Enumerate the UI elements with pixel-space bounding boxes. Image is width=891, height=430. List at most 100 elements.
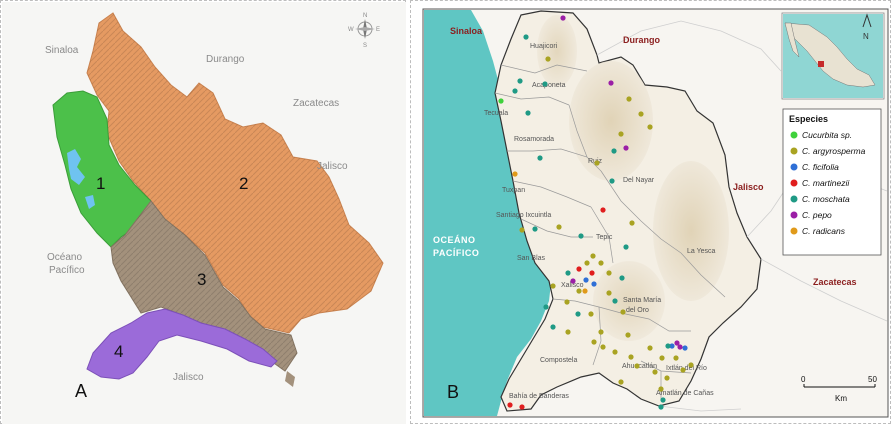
occurrence-point [576,266,582,272]
occurrence-point [629,220,635,226]
occurrence-point [550,283,556,289]
occurrence-point [647,345,653,351]
occurrence-point [673,355,679,361]
occurrence-point [680,367,686,373]
state-sinaloa: Sinaloa [450,26,483,36]
legend-box [782,108,882,256]
lagoon-shape-2 [85,195,95,209]
occurrence-point [634,363,640,369]
occurrence-point [669,343,675,349]
occurrence-point [609,178,615,184]
occurrence-point [625,332,631,338]
compass-e: E [376,27,380,33]
occurrence-point [556,224,562,230]
region-2-relief [87,13,383,333]
occurrence-point [623,145,629,151]
ocean-label-line2: PACÍFICO [433,248,479,258]
nayarit-shape [494,10,762,412]
occurrence-point [590,253,596,259]
occurrence-point [612,298,618,304]
map-a-svg: Sinaloa Durango Zacatecas Jalisco Océano… [2,2,406,424]
occurrence-point [598,260,604,266]
occurrence-point [545,56,551,62]
lagoon-shape [67,149,85,185]
occurrence-point [532,226,538,232]
legend: Especies Cucurbita sp. C. argyrosperma C. … [782,108,882,256]
ocean-shape [424,10,551,416]
legend-swatch [790,227,798,235]
occurrence-point [620,309,626,315]
occurrence-point [570,278,576,284]
occurrence-point [682,345,688,351]
muni-layesca: La Yesca [687,248,716,255]
occurrence-point [619,275,625,281]
occurrence-point [537,155,543,161]
sierra-relief-3 [593,261,665,341]
region-1-label: 1 [96,174,105,193]
region-3-label: 3 [197,270,206,289]
occurrence-point [665,343,671,349]
compass-w: W [348,27,354,33]
occurrence-point [591,281,597,287]
sierra-relief-4 [537,15,577,87]
occurrence-point [512,171,518,177]
legend-items: Cucurbita sp. C. argyrosperma C. ficifolia… [790,130,866,236]
scale-label-zero: 0 [801,375,806,384]
occurrence-point [575,311,581,317]
occurrence-point [623,244,629,250]
muni-delnayar: Del Nayar [623,177,655,184]
occurrence-point [611,148,617,154]
region-3-relief [111,201,297,371]
occurrence-point [606,270,612,276]
map-panel-a: Sinaloa Durango Zacatecas Jalisco Océano… [0,0,406,424]
state-durango: Durango [623,35,661,45]
occurrence-point [525,110,531,116]
sierra-relief [569,61,653,181]
occurrence-point [589,270,595,276]
occurrence-points [498,15,694,410]
inset-baja-shape [784,22,800,58]
occurrence-point [523,34,529,40]
legend-swatch [790,179,798,187]
occurrence-point [517,78,523,84]
muni-rosamorada: Rosamorada [514,136,554,143]
occurrence-point [565,270,571,276]
occurrence-point [608,80,614,86]
occurrence-point [519,404,525,410]
legend-label: Cucurbita sp. [802,130,852,140]
legend-label: C. martinezii [802,178,850,188]
legend-swatch [790,131,798,139]
occurrence-point [564,299,570,305]
occurrence-point [674,340,680,346]
occurrence-point [582,288,588,294]
occurrence-point [583,277,589,283]
compass-s: S [363,43,367,49]
muni-bahia: Bahía de Banderas [509,393,569,400]
occurrence-point [600,207,606,213]
occurrence-point [612,349,618,355]
legend-label: C. pepo [802,210,832,220]
occurrence-point [519,227,525,233]
state-zacatecas: Zacatecas [813,277,857,287]
occurrence-point [576,288,582,294]
panel-a-letter: A [75,381,87,401]
occurrence-point [507,402,513,408]
muni-ahuacatlan: Ahuacatlán [622,363,657,370]
legend-label: C. moschata [802,194,850,204]
occurrence-point [565,329,571,335]
muni-acaponeta: Acaponeta [532,82,566,89]
legend-label: C. argyrosperma [802,146,866,156]
muni-sanblas: San Blas [517,255,546,262]
region-2-label: 2 [239,174,248,193]
inset-north-label: N [863,32,869,41]
ocean-label-line1: OCEÁNO [433,235,476,245]
municipal-boundaries [494,64,726,399]
muni-compostela: Compostela [540,357,577,364]
occurrence-point [638,111,644,117]
coast-tip-shape [285,371,295,387]
label-jalisco-east: Jalisco [317,161,348,172]
inset-nayarit-marker [818,61,824,67]
occurrence-point [560,15,566,21]
muni-tecuala: Tecuala [484,110,508,117]
muni-santamaria-2: del Oro [626,307,649,314]
